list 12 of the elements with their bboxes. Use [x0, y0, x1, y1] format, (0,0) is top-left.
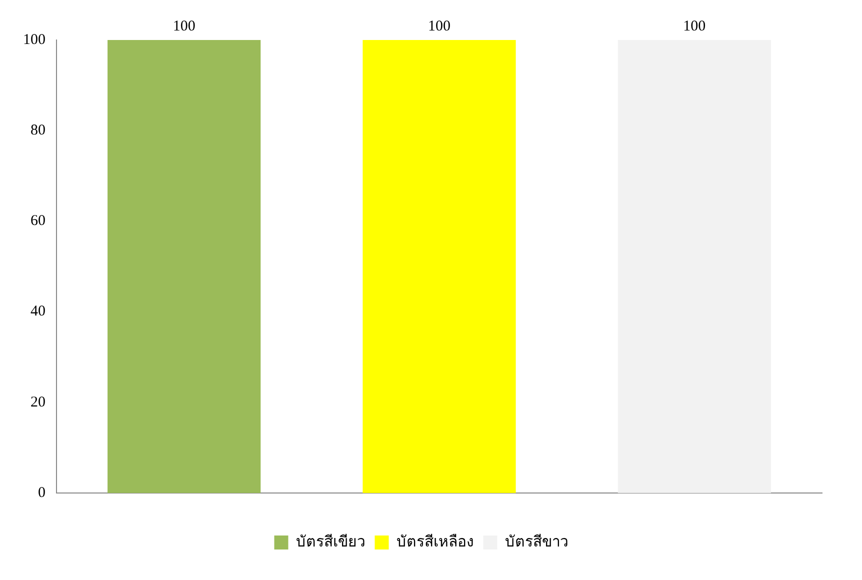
y-tick-label: 60: [30, 213, 46, 230]
legend-label: บัตรสีเขียว: [296, 533, 365, 550]
legend-label: บัตรสีขาว: [504, 533, 568, 550]
y-tick-label: 80: [30, 122, 46, 139]
legend-label: บัตรสีเหลือง: [396, 533, 474, 550]
y-tick-label: 0: [38, 484, 46, 501]
data-label: 100: [172, 18, 196, 34]
y-tick-label: 100: [23, 32, 46, 48]
data-label: 100: [683, 18, 706, 34]
y-tick-label: 20: [30, 394, 46, 410]
data-label: 100: [428, 18, 450, 34]
y-tick-label: 40: [30, 304, 46, 320]
